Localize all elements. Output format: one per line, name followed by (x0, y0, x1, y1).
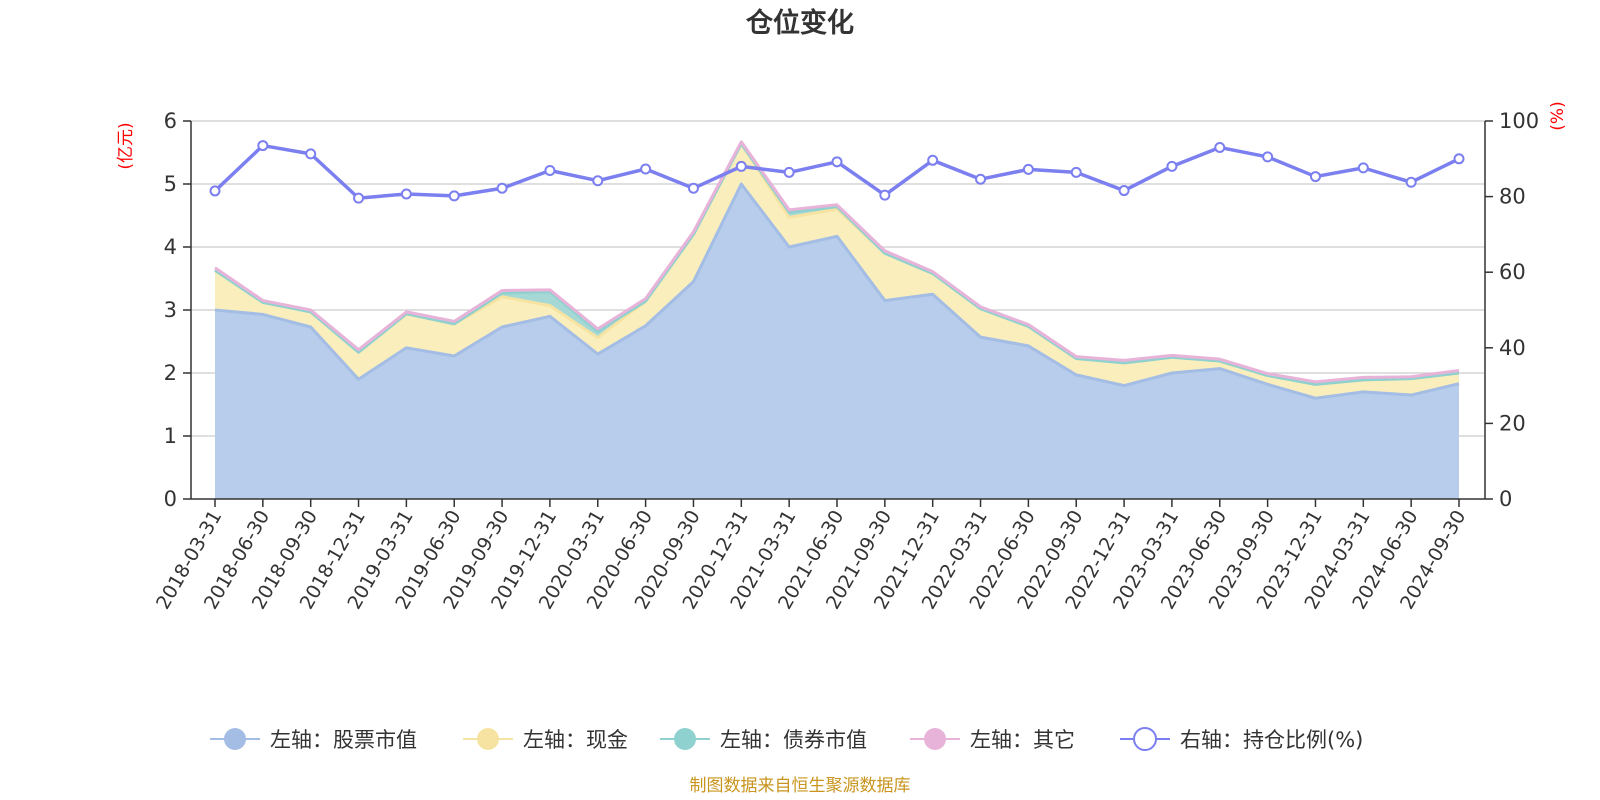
left-tick-label: 1 (164, 424, 177, 448)
ratio-point[interactable] (1405, 176, 1417, 188)
legend-label: 左轴：债券市值 (720, 728, 867, 752)
legend-item[interactable]: 左轴：债券市值 (660, 728, 867, 752)
chart-title: 仓位变化 (745, 7, 854, 39)
ratio-point[interactable] (831, 156, 843, 168)
right-axis-unit: (%) (1548, 101, 1568, 130)
legend-item[interactable]: 左轴：其它 (910, 728, 1075, 752)
ratio-point[interactable] (257, 140, 269, 152)
ratio-point[interactable] (448, 190, 460, 202)
ratio-point[interactable] (1022, 163, 1034, 175)
right-tick-label: 100 (1499, 109, 1539, 133)
ratio-point[interactable] (305, 148, 317, 160)
right-tick-label: 20 (1499, 411, 1526, 435)
right-tick-label: 60 (1499, 260, 1526, 284)
ratio-point[interactable] (592, 175, 604, 187)
left-tick-label: 4 (164, 235, 177, 259)
ratio-point[interactable] (1309, 171, 1321, 183)
left-axis-unit: (亿元) (116, 122, 136, 169)
ratio-line-path (213, 143, 1460, 200)
data-source-note: 制图数据来自恒生聚源数据库 (690, 776, 911, 796)
area-edge-左轴：其它 (214, 140, 1460, 384)
legend-label: 左轴：其它 (970, 728, 1075, 752)
left-tick-label: 6 (164, 109, 177, 133)
left-tick-label: 5 (164, 172, 177, 196)
ratio-point[interactable] (400, 188, 412, 200)
legend: 左轴：股票市值 左轴：现金 左轴：债券市值 左轴：其它 右轴：持仓比例(%) (210, 727, 1363, 752)
right-tick-label: 80 (1499, 185, 1526, 209)
ratio-point[interactable] (687, 182, 699, 194)
ratio-point[interactable] (496, 182, 508, 194)
legend-marker (674, 728, 696, 750)
legend-label: 左轴：股票市值 (270, 728, 417, 752)
ratio-point[interactable] (1118, 185, 1130, 197)
ratio-point[interactable] (1262, 151, 1274, 163)
ratio-point[interactable] (1453, 153, 1465, 165)
legend-item[interactable]: 左轴：股票市值 (210, 728, 417, 752)
legend-item[interactable]: 右轴：持仓比例(%) (1120, 727, 1363, 752)
ratio-point[interactable] (879, 189, 891, 201)
left-tick-label: 0 (164, 487, 177, 511)
area-edge-左轴：股票市值 (214, 182, 1460, 400)
ratio-point[interactable] (353, 192, 365, 204)
right-tick-label: 40 (1499, 336, 1526, 360)
left-tick-label: 2 (164, 361, 177, 385)
ratio-point[interactable] (1357, 162, 1369, 174)
ratio-point[interactable] (1166, 160, 1178, 172)
left-tick-label: 3 (164, 298, 177, 322)
legend-marker (224, 728, 246, 750)
legend-label: 右轴：持仓比例(%) (1180, 728, 1363, 752)
ratio-point[interactable] (209, 185, 221, 197)
ratio-point[interactable] (640, 163, 652, 175)
legend-marker (1133, 727, 1157, 751)
position-ratio-line (209, 140, 1465, 204)
legend-item[interactable]: 左轴：现金 (463, 728, 628, 752)
area-左轴：股票市值 (215, 184, 1459, 499)
legend-marker (477, 728, 499, 750)
legend-label: 左轴：现金 (523, 728, 628, 752)
legend-marker (924, 728, 946, 750)
ratio-point[interactable] (783, 166, 795, 178)
ratio-point[interactable] (927, 154, 939, 166)
ratio-point[interactable] (1070, 166, 1082, 178)
right-tick-label: 0 (1499, 487, 1512, 511)
ratio-point[interactable] (735, 160, 747, 172)
stacked-areas (214, 140, 1460, 499)
ratio-point[interactable] (1214, 141, 1226, 153)
ratio-point[interactable] (975, 173, 987, 185)
ratio-point[interactable] (544, 165, 556, 177)
